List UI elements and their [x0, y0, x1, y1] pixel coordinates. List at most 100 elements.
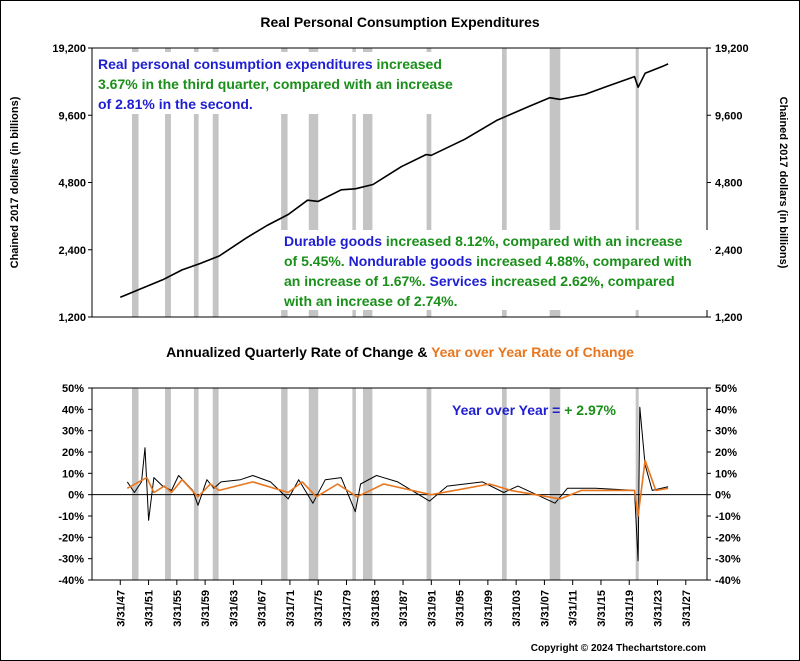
annotation-segment: of 2.81% in the second.: [98, 96, 253, 112]
x-tick-label: 3/31/95: [455, 590, 467, 627]
y-tick-label-right: 40%: [715, 404, 737, 416]
x-tick-label: 3/31/27: [681, 590, 693, 627]
recession-band: [635, 388, 639, 580]
y-tick-label-right: -10%: [715, 511, 741, 523]
recession-band: [281, 388, 288, 580]
x-tick-label: 3/31/19: [624, 590, 636, 627]
y-tick-label-left: 19,200: [52, 43, 86, 55]
annotation-segment: Durable goods: [284, 233, 386, 249]
x-tick-label: 3/31/23: [653, 590, 665, 627]
annotation-segment: an increase of 1.67%.: [284, 273, 430, 289]
recession-band: [549, 48, 561, 317]
title-segment: Annualized Quarterly Rate of Change &: [166, 344, 431, 360]
y-tick-label-left: 1,200: [58, 312, 86, 324]
y-tick-label-right: -40%: [715, 575, 741, 587]
x-tick-label: 3/31/67: [257, 590, 269, 627]
y-tick-label-left: 10%: [62, 468, 84, 480]
y-tick-label-left: 40%: [62, 404, 84, 416]
x-tick-label: 3/31/99: [483, 590, 495, 627]
recession-band: [502, 388, 507, 580]
annotation-background: [95, 52, 475, 114]
x-tick-label: 3/31/63: [228, 590, 240, 627]
recession-band: [193, 48, 199, 317]
y-tick-label-right: 10%: [715, 468, 737, 480]
recession-band: [426, 48, 432, 317]
annotation-segment: increased 4.88%, compared with: [476, 253, 692, 269]
y-tick-label-left: -10%: [58, 511, 84, 523]
x-tick-label: 3/31/07: [539, 590, 551, 627]
y-tick-label-left: -40%: [58, 575, 84, 587]
y-tick-label-right: 19,200: [715, 43, 749, 55]
change-chart-title: Annualized Quarterly Rate of Change & Ye…: [166, 344, 634, 360]
recession-band: [308, 388, 319, 580]
y-tick-label-left: 30%: [62, 426, 84, 438]
y-tick-label-right: 2,400: [715, 245, 743, 257]
x-tick-label: 3/31/83: [370, 590, 382, 627]
x-tick-label: 3/31/15: [596, 590, 608, 627]
recession-band: [362, 48, 373, 317]
x-tick-label: 3/31/71: [285, 590, 297, 627]
y-axis-title-right: Chained 2017 dollars (in billions): [777, 97, 789, 269]
y-tick-label-right: 9,600: [715, 110, 743, 122]
x-tick-label: 3/31/87: [398, 590, 410, 627]
copyright-text: Copyright © 2024 Thechartstore.com: [531, 643, 706, 654]
recession-band: [549, 388, 561, 580]
x-tick-label: 3/31/91: [426, 590, 438, 627]
y-tick-label-left: 9,600: [58, 110, 86, 122]
annotation-segment: Year over Year =: [452, 402, 564, 418]
y-tick-label-left: 2,400: [58, 245, 86, 257]
y-tick-label-left: 4,800: [58, 178, 86, 190]
recession-band: [352, 48, 356, 317]
level-recessions: [132, 48, 639, 317]
y-tick-label-right: 30%: [715, 426, 737, 438]
annotation-background: [280, 230, 710, 310]
y-tick-label-left: 0%: [68, 490, 84, 502]
recession-band: [352, 388, 356, 580]
yoy-annotation: Year over Year = + 2.97%: [452, 402, 617, 418]
recession-band: [362, 388, 373, 580]
y-tick-label-right: -30%: [715, 554, 741, 566]
y-tick-label-right: 4,800: [715, 178, 743, 190]
recession-band: [165, 48, 171, 317]
y-tick-label-right: 50%: [715, 383, 737, 395]
annotation-segment: increased 2.62%, compared: [491, 273, 675, 289]
annotation-segment: with an increase of 2.74%.: [283, 293, 458, 309]
recession-band: [308, 48, 319, 317]
recession-band: [132, 48, 139, 317]
y-tick-label-right: -20%: [715, 532, 741, 544]
title-segment: Year over Year Rate of Change: [431, 344, 634, 360]
recession-band: [635, 48, 639, 317]
annotation-segment: increased: [377, 56, 442, 72]
recession-band: [212, 48, 219, 317]
y-tick-label-right: 1,200: [715, 312, 743, 324]
x-tick-label: 3/31/11: [568, 590, 580, 626]
recession-band: [212, 388, 219, 580]
recession-band: [502, 48, 507, 317]
x-tick-label: 3/31/79: [341, 590, 353, 627]
recession-band: [193, 388, 199, 580]
recession-band: [165, 388, 171, 580]
y-tick-label-left: 20%: [62, 447, 84, 459]
annotation-segment: increase: [396, 76, 453, 92]
yoy-change-line: [126, 459, 669, 517]
y-tick-label-left: -30%: [58, 554, 84, 566]
y-tick-label-right: 20%: [715, 447, 737, 459]
annotation-segment: of 5.45%.: [284, 253, 349, 269]
annotation-segment: Nondurable goods: [349, 253, 477, 269]
y-tick-label-left: 50%: [62, 383, 84, 395]
change-chart: -40% -40% -30% -30% -20% -20% -10% -10% 0% 0% 10% 1…: [58, 383, 741, 587]
x-tick-label: 3/31/03: [511, 590, 523, 627]
level-plot-frame: [91, 47, 708, 318]
pce-level-line: [119, 63, 669, 299]
x-tick-label: 3/31/55: [172, 590, 184, 627]
level-chart: 1,200 1,200 2,400 2,400 4,800 4,800 9,600 9,600…: [9, 43, 789, 324]
y-tick-label-right: 0%: [715, 490, 731, 502]
chart-title: Real Personal Consumption Expenditures: [260, 14, 539, 30]
level-annotation-components: Durable goods increased 8.12%, compared …: [283, 233, 692, 309]
annotation-segment: 3.67% in the third quarter, compared wit…: [98, 76, 396, 92]
annotation-segment: increased 8.12%, compared with an increa…: [386, 233, 683, 249]
level-annotation-top: Real personal consumption expenditures i…: [98, 56, 453, 112]
x-tick-label: 3/31/47: [115, 590, 127, 627]
